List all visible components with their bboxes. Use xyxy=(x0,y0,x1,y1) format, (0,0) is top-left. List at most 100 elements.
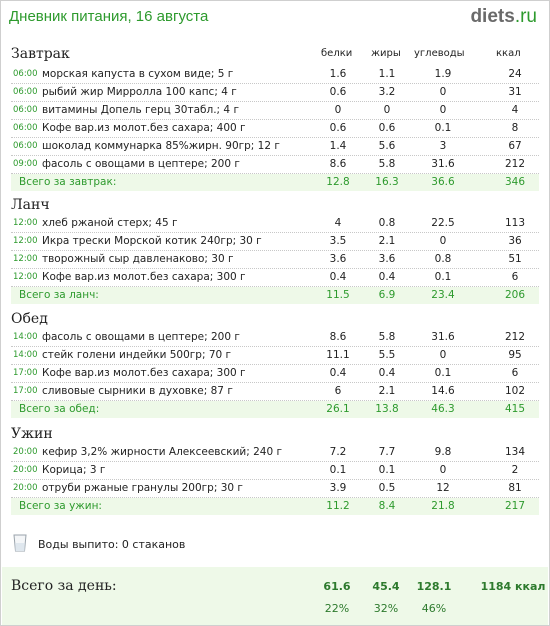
col-fat-header: жиры xyxy=(371,48,401,59)
logo-tld: ru xyxy=(520,6,537,27)
meal-total-carbs: 46.3 xyxy=(431,403,455,415)
food-fat: 0.5 xyxy=(378,482,396,494)
food-name[interactable]: стейк голени индейки 500гр; 70 г xyxy=(42,349,232,361)
food-fat: 0.8 xyxy=(378,217,396,229)
food-name[interactable]: Икра трески Морской котик 240гр; 30 г xyxy=(42,235,262,247)
food-row[interactable]: 20:00 Корица; 3 г 0.1 0.1 0 2 xyxy=(11,462,539,480)
food-name[interactable]: фасоль с овощами в цептере; 200 г xyxy=(42,158,240,170)
food-name[interactable]: морская капуста в сухом виде; 5 г xyxy=(42,68,234,80)
day-total: Всего за день: 61.6 45.4 128.1 1184 ккал… xyxy=(2,567,548,625)
food-carbs: 0 xyxy=(439,235,447,247)
food-name[interactable]: хлеб ржаной стерх; 45 г xyxy=(42,217,178,229)
food-carbs: 0 xyxy=(439,104,447,116)
meal-total-carbs: 36.6 xyxy=(431,176,455,188)
page-title: Дневник питания, 16 августа xyxy=(9,8,209,25)
day-fat-percent: 32% xyxy=(373,602,399,615)
food-protein: 8.6 xyxy=(329,158,347,170)
water-glass-icon[interactable] xyxy=(13,534,27,552)
food-row[interactable]: 06:00 витамины Допель герц 30табл.; 4 г 0 0… xyxy=(11,102,539,120)
food-name[interactable]: Кофе вар.из молот.без сахара; 300 г xyxy=(42,271,246,283)
food-name[interactable]: Корица; 3 г xyxy=(42,464,106,476)
food-name[interactable]: рыбий жир Мирролла 100 капс; 4 г xyxy=(42,86,237,98)
food-name[interactable]: витамины Допель герц 30табл.; 4 г xyxy=(42,104,239,116)
food-name[interactable]: шоколад коммунарка 85%жирн. 90гр; 12 г xyxy=(42,140,280,152)
food-fat: 1.1 xyxy=(378,68,396,80)
food-protein: 0 xyxy=(334,104,342,116)
food-row[interactable]: 06:00 рыбий жир Мирролла 100 капс; 4 г 0.6… xyxy=(11,84,539,102)
food-time: 06:00 xyxy=(13,87,38,97)
meal-total-kcal: 206 xyxy=(504,289,526,301)
food-time: 20:00 xyxy=(13,465,38,475)
food-fat: 0 xyxy=(383,104,391,116)
meal-total-protein: 11.2 xyxy=(326,500,350,512)
food-name[interactable]: отруби ржаные гранулы 200гр; 30 г xyxy=(42,482,243,494)
meal-total-row: Всего за ланч: 11.5 6.9 23.4 206 xyxy=(11,287,539,304)
food-protein: 7.2 xyxy=(329,446,347,458)
day-fat: 45.4 xyxy=(372,580,400,593)
food-row[interactable]: 12:00 Кофе вар.из молот.без сахара; 300 г… xyxy=(11,269,539,287)
food-carbs: 31.6 xyxy=(431,331,455,343)
meal-total-label: Всего за ланч: xyxy=(19,289,99,301)
food-row[interactable]: 12:00 хлеб ржаной стерх; 45 г 4 0.8 22.5 113 xyxy=(11,215,539,233)
food-row[interactable]: 06:00 морская капуста в сухом виде; 5 г 1.… xyxy=(11,66,539,84)
food-fat: 2.1 xyxy=(378,385,396,397)
food-carbs: 0.8 xyxy=(434,253,452,265)
meal-total-fat: 16.3 xyxy=(375,176,399,188)
water-intake-label: Воды выпито: 0 стаканов xyxy=(38,538,186,551)
food-row[interactable]: 20:00 отруби ржаные гранулы 200гр; 30 г 3.… xyxy=(11,480,539,498)
food-time: 17:00 xyxy=(13,386,38,396)
food-protein: 1.6 xyxy=(329,68,347,80)
meal-total-carbs: 23.4 xyxy=(431,289,455,301)
food-kcal: 113 xyxy=(504,217,526,229)
food-kcal: 212 xyxy=(504,158,526,170)
food-row[interactable]: 12:00 Икра трески Морской котик 240гр; 30… xyxy=(11,233,539,251)
food-row[interactable]: 14:00 стейк голени индейки 500гр; 70 г 11.… xyxy=(11,347,539,365)
food-name[interactable]: творожный сыр давленаково; 30 г xyxy=(42,253,234,265)
food-kcal: 24 xyxy=(508,68,522,80)
food-name[interactable]: Кофе вар.из молот.без сахара; 300 г xyxy=(42,367,246,379)
food-row[interactable]: 14:00 фасоль с овощами в цептере; 200 г 8.… xyxy=(11,329,539,347)
food-row[interactable]: 09:00 фасоль с овощами в цептере; 200 г 8.… xyxy=(11,156,539,174)
meal-total-label: Всего за ужин: xyxy=(19,500,102,512)
day-protein-percent: 22% xyxy=(324,602,350,615)
food-name[interactable]: сливовые сырники в духовке; 87 г xyxy=(42,385,233,397)
food-fat: 5.8 xyxy=(378,331,396,343)
food-time: 06:00 xyxy=(13,105,38,115)
day-protein: 61.6 xyxy=(323,580,351,593)
food-protein: 6 xyxy=(334,385,342,397)
food-name[interactable]: Кофе вар.из молот.без сахара; 400 г xyxy=(42,122,246,134)
food-fat: 2.1 xyxy=(378,235,396,247)
food-time: 14:00 xyxy=(13,350,38,360)
food-protein: 0.4 xyxy=(329,367,347,379)
food-kcal: 102 xyxy=(504,385,526,397)
meal-title: Ужин xyxy=(11,426,53,442)
food-fat: 0.4 xyxy=(378,271,396,283)
food-row[interactable]: 20:00 кефир 3,2% жирности Алексеевский; 2… xyxy=(11,444,539,462)
food-kcal: 6 xyxy=(511,367,519,379)
food-carbs: 22.5 xyxy=(431,217,455,229)
food-kcal: 212 xyxy=(504,331,526,343)
food-kcal: 31 xyxy=(508,86,522,98)
food-row[interactable]: 12:00 творожный сыр давленаково; 30 г 3.6 3… xyxy=(11,251,539,269)
meal-total-label: Всего за завтрак: xyxy=(19,176,117,188)
meal-title: Обед xyxy=(11,311,48,327)
food-time: 12:00 xyxy=(13,272,38,282)
meal-total-protein: 11.5 xyxy=(326,289,350,301)
food-row[interactable]: 06:00 шоколад коммунарка 85%жирн. 90гр; 1… xyxy=(11,138,539,156)
food-protein: 0.4 xyxy=(329,271,347,283)
meal-total-row: Всего за обед: 26.1 13.8 46.3 415 xyxy=(11,401,539,418)
food-carbs: 0.1 xyxy=(434,122,452,134)
food-fat: 5.5 xyxy=(378,349,396,361)
food-row[interactable]: 06:00 Кофе вар.из молот.без сахара; 400 г… xyxy=(11,120,539,138)
food-kcal: 2 xyxy=(511,464,519,476)
food-name[interactable]: кефир 3,2% жирности Алексеевский; 240 г xyxy=(42,446,283,458)
food-name[interactable]: фасоль с овощами в цептере; 200 г xyxy=(42,331,240,343)
site-logo[interactable]: diets.ru xyxy=(470,6,537,28)
food-row[interactable]: 17:00 Кофе вар.из молот.без сахара; 300 г… xyxy=(11,365,539,383)
food-time: 12:00 xyxy=(13,236,38,246)
col-carbs-header: углеводы xyxy=(414,48,465,59)
header: Дневник питания, 16 августа diets.ru xyxy=(1,1,549,35)
food-row[interactable]: 17:00 сливовые сырники в духовке; 87 г 6 2.… xyxy=(11,383,539,401)
meal-total-fat: 13.8 xyxy=(375,403,399,415)
food-carbs: 0.1 xyxy=(434,367,452,379)
